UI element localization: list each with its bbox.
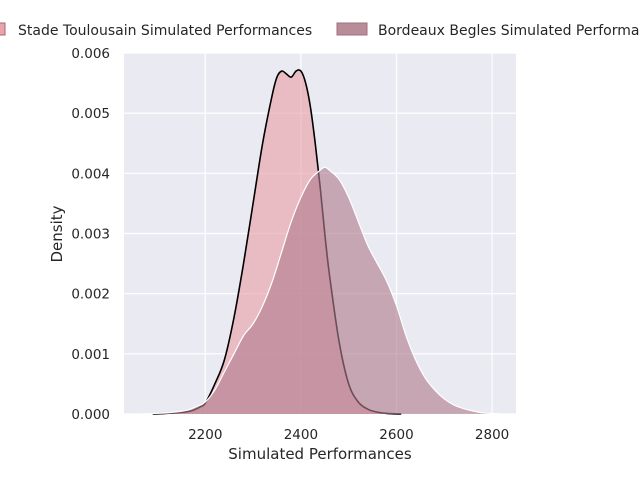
y-tick-label: 0.005 [71,106,110,122]
y-tick-label: 0.002 [71,287,110,303]
y-tick-label: 0.004 [71,166,110,182]
x-axis-label: Simulated Performances [228,445,412,463]
x-tick-label: 2400 [284,427,318,443]
legend-label-stade-toulousain: Stade Toulousain Simulated Performances [18,23,312,39]
x-tick-label: 2200 [188,427,222,443]
legend-swatch-bordeaux-begles [336,22,368,36]
y-tick-label: 0.001 [71,347,110,363]
density-fill-bordeaux-begles [138,167,502,414]
y-axis-ticks: 0.000 0.001 0.002 0.003 0.004 0.005 0.006 [71,46,110,423]
y-axis-label: Density [48,205,66,262]
density-areas [138,69,502,415]
legend-swatch-stade-toulousain [0,22,6,36]
legend-label-bordeaux-begles: Bordeaux Begles Simulated Performances [378,23,640,39]
x-tick-label: 2600 [379,427,413,443]
density-line-bordeaux-begles [138,166,502,415]
y-tick-label: 0.003 [71,227,110,243]
density-fill-stade-toulousain [152,69,402,414]
x-tick-label: 2800 [475,427,509,443]
legend: Stade Toulousain Simulated Performances … [0,22,640,39]
y-tick-label: 0.006 [71,46,110,62]
x-axis-ticks: 2200 2400 2600 2800 [188,427,509,443]
y-tick-label: 0.000 [71,407,110,423]
